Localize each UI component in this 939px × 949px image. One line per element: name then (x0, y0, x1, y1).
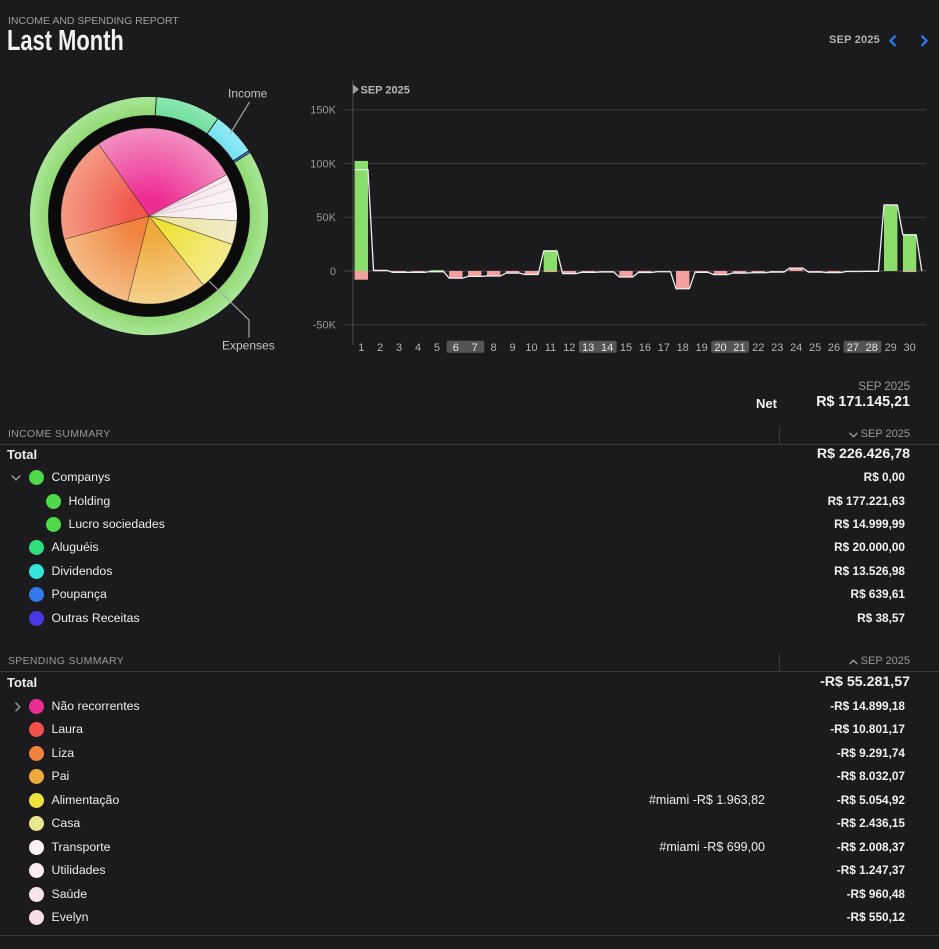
svg-text:22: 22 (752, 342, 764, 354)
svg-text:21: 21 (733, 342, 745, 354)
svg-text:12: 12 (563, 342, 575, 354)
svg-text:0: 0 (330, 266, 336, 278)
svg-text:17: 17 (658, 342, 670, 354)
svg-text:2: 2 (377, 342, 383, 354)
svg-text:27: 27 (847, 342, 859, 354)
svg-text:11: 11 (545, 342, 556, 354)
svg-text:29: 29 (885, 342, 897, 354)
svg-text:100K: 100K (310, 158, 336, 170)
svg-text:6: 6 (453, 342, 459, 354)
svg-text:24: 24 (790, 342, 802, 354)
svg-text:25: 25 (809, 342, 821, 354)
svg-text:14: 14 (601, 342, 613, 354)
svg-text:30: 30 (903, 342, 915, 354)
svg-text:19: 19 (695, 342, 707, 354)
svg-text:SEP 2025: SEP 2025 (361, 85, 410, 97)
svg-text:13: 13 (582, 342, 594, 354)
svg-text:26: 26 (828, 342, 840, 354)
svg-text:Expenses: Expenses (222, 339, 275, 353)
svg-text:23: 23 (771, 342, 783, 354)
svg-text:8: 8 (491, 342, 497, 354)
svg-text:9: 9 (510, 342, 516, 354)
svg-text:5: 5 (434, 342, 440, 354)
svg-text:150K: 150K (310, 105, 336, 117)
svg-text:-50K: -50K (313, 320, 337, 332)
svg-text:20: 20 (714, 342, 726, 354)
svg-text:28: 28 (866, 342, 878, 354)
svg-text:16: 16 (639, 342, 651, 354)
svg-text:7: 7 (472, 342, 478, 354)
svg-text:15: 15 (620, 342, 632, 354)
svg-text:10: 10 (525, 342, 537, 354)
svg-text:Income: Income (228, 87, 268, 101)
svg-text:18: 18 (677, 342, 689, 354)
svg-text:50K: 50K (316, 212, 336, 224)
svg-text:4: 4 (415, 342, 421, 354)
svg-text:3: 3 (396, 342, 402, 354)
svg-text:1: 1 (358, 342, 364, 354)
